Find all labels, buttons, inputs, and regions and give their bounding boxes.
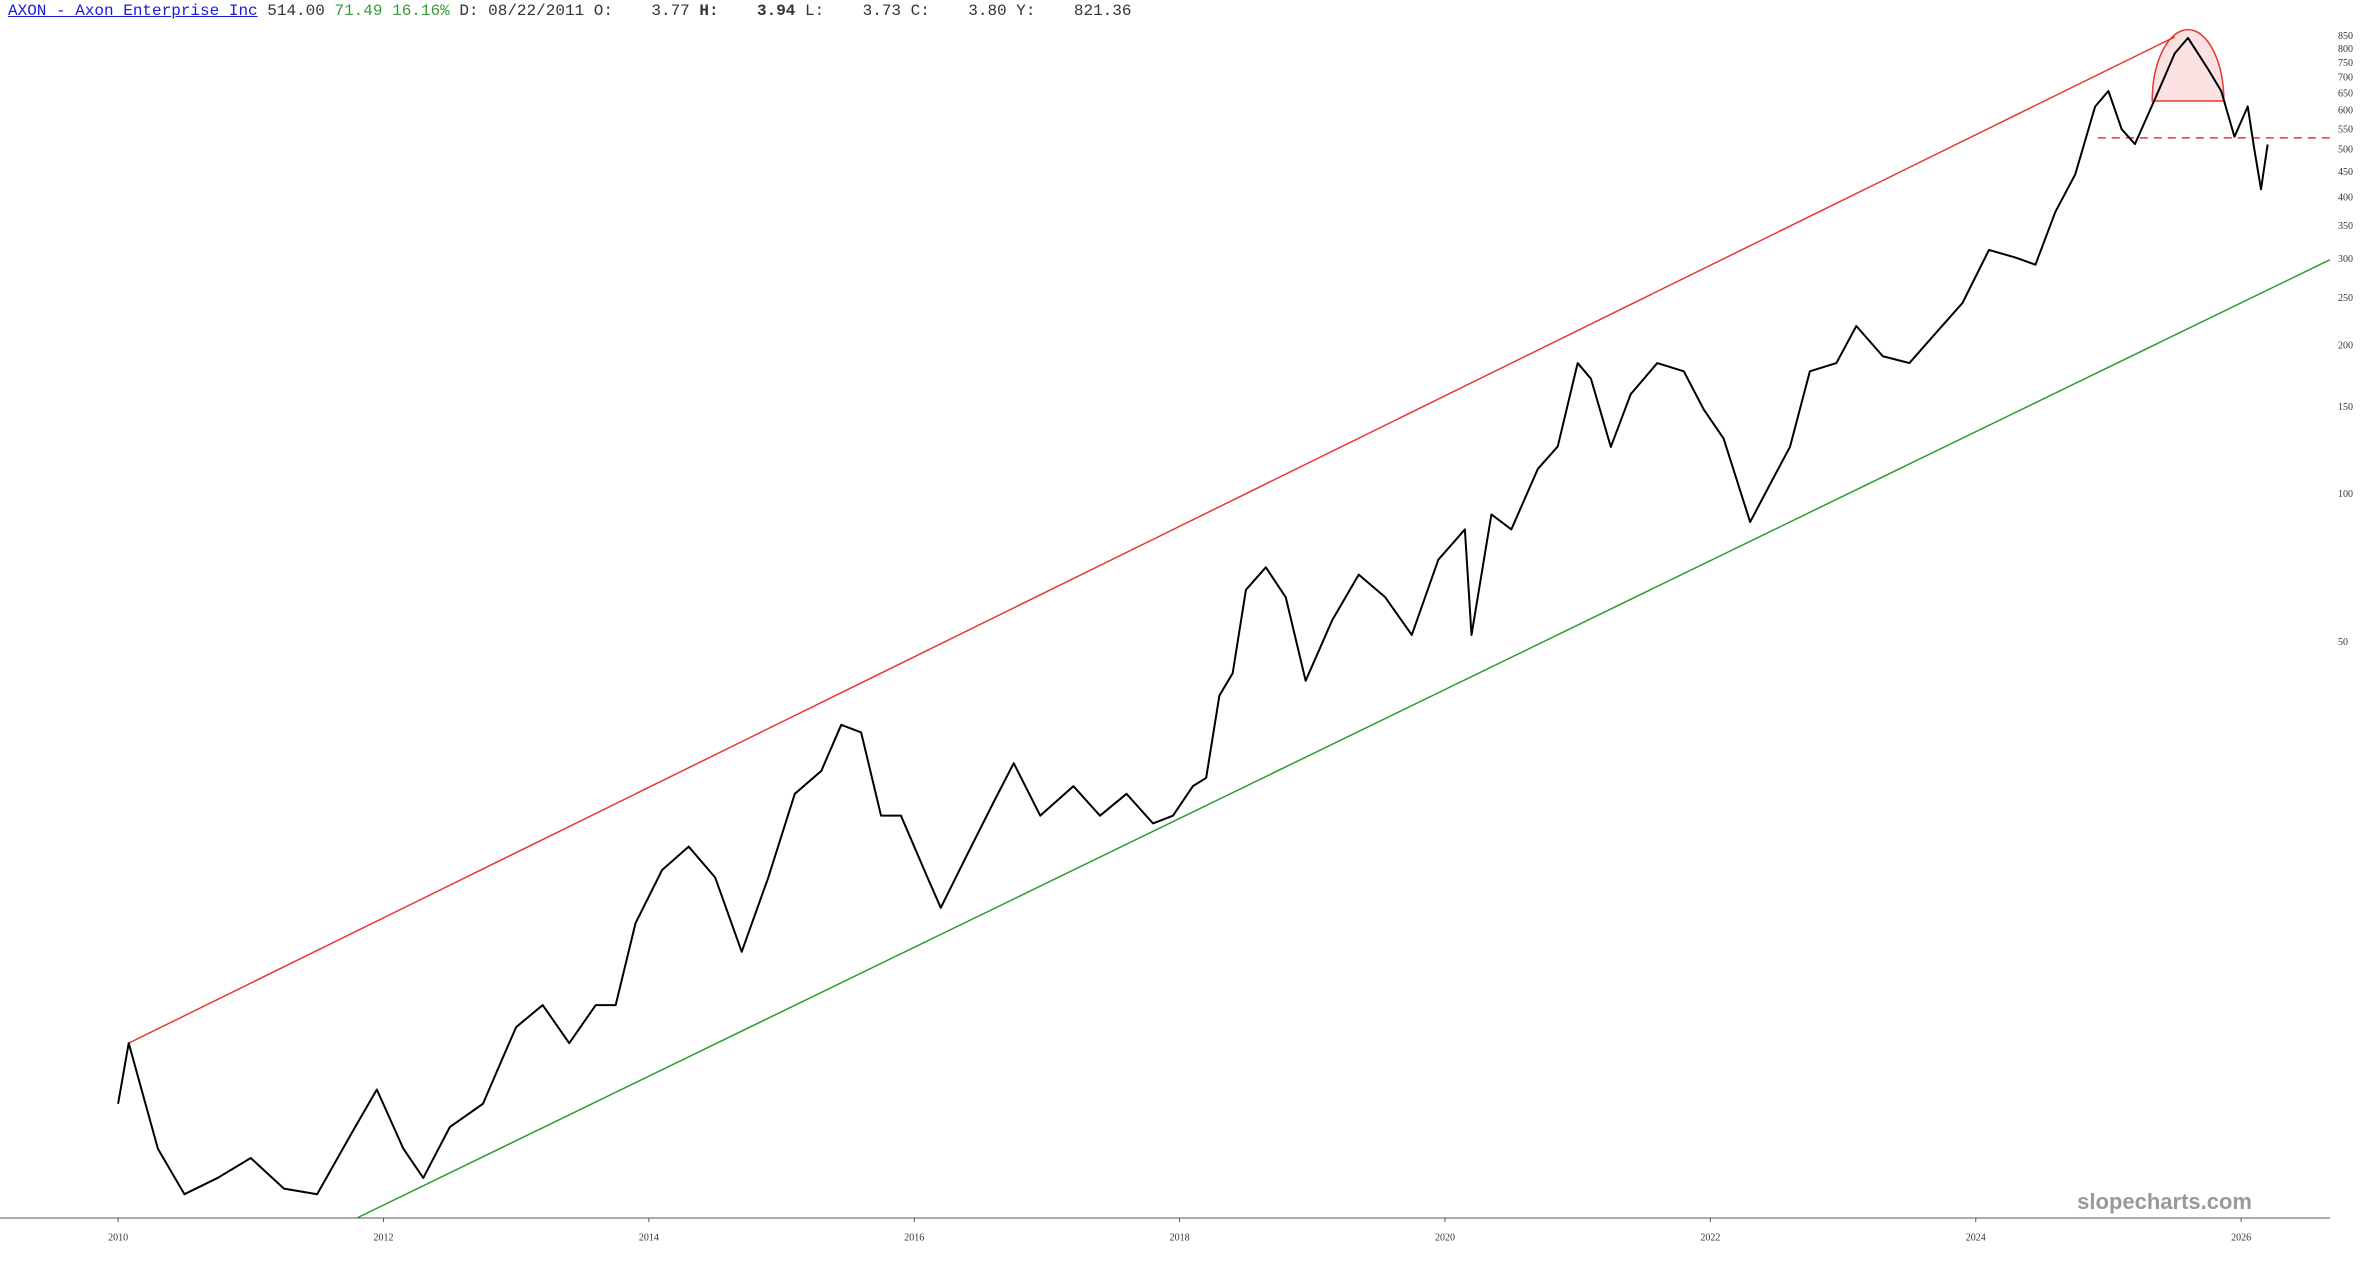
y-tick-label: 750 [2338,58,2353,69]
price: 514.00 [267,2,325,20]
field-label: L: [805,2,825,20]
ohlc-fields: D: 08/22/2011 O: 3.77 H: 3.94 L: 3.73 C:… [450,2,1132,20]
field-value: 08/22/2011 [488,2,585,20]
x-tick-label: 2022 [1700,1232,1720,1243]
y-tick-label: 800 [2338,44,2353,55]
watermark: slopecharts.com [2077,1189,2252,1214]
x-tick-label: 2018 [1170,1232,1190,1243]
y-tick-label: 100 [2338,489,2353,500]
y-tick-label: 700 [2338,73,2353,84]
x-tick-label: 2024 [1966,1232,1986,1243]
field-label: Y: [1016,2,1036,20]
y-tick-label: 350 [2338,221,2353,232]
field-value: 3.94 [756,2,796,20]
field-value: 3.77 [651,2,690,20]
y-tick-label: 850 [2338,31,2353,42]
y-tick-label: 300 [2338,254,2353,265]
change-pct: 16.16% [392,2,450,20]
y-tick-label: 50 [2338,637,2348,648]
y-tick-label: 200 [2338,341,2353,352]
x-tick-label: 2020 [1435,1232,1455,1243]
y-tick-label: 550 [2338,124,2353,135]
x-tick-label: 2010 [108,1232,128,1243]
field-label: D: [459,2,479,20]
y-tick-label: 600 [2338,106,2353,117]
x-tick-label: 2026 [2231,1232,2251,1243]
x-tick-label: 2014 [639,1232,659,1243]
y-tick-label: 500 [2338,145,2353,156]
price-line [117,36,2269,1196]
y-tick-label: 250 [2338,293,2353,304]
y-tick-label: 650 [2338,89,2353,100]
field-label: C: [910,2,930,20]
trend-line [128,36,2176,1044]
change: 71.49 [334,2,383,20]
field-value: 3.73 [862,2,902,20]
ticker-link[interactable]: AXON - Axon Enterprise Inc [8,2,258,20]
header: AXON - Axon Enterprise Inc 514.00 71.49 … [8,2,1131,20]
field-label: H: [699,2,719,20]
y-tick-label: 450 [2338,167,2353,178]
highlight-dome [2151,29,2225,102]
field-value: 3.80 [968,2,1007,20]
trend-line [356,258,2331,1219]
x-tick-label: 2012 [373,1232,393,1243]
x-tick-label: 2016 [904,1232,924,1243]
y-tick-label: 400 [2338,192,2353,203]
field-label: O: [593,2,613,20]
y-tick-label: 150 [2338,402,2353,413]
field-value: 821.36 [1073,2,1132,20]
